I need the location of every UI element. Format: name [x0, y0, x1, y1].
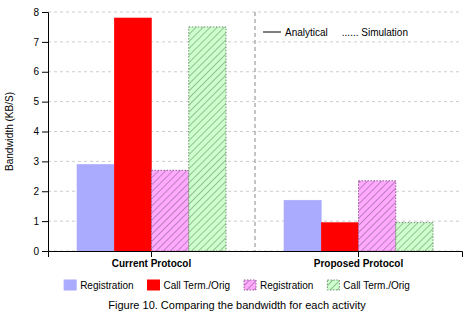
- tick: 4: [33, 126, 48, 137]
- tick-mark: [42, 12, 48, 13]
- legend-swatch: [244, 280, 256, 290]
- y-axis: 0 1 2 3 4 5 6 7 8: [33, 7, 48, 257]
- bars: [77, 18, 433, 251]
- legend-item: Registration: [64, 280, 133, 291]
- tick-label: Current Protocol: [112, 258, 192, 269]
- tick-label: 3: [33, 156, 39, 167]
- tick-mark: [42, 102, 48, 103]
- bar: [152, 170, 189, 251]
- tick: 7: [33, 37, 48, 48]
- tick-mark: [42, 161, 48, 162]
- tick: Current Protocol: [112, 251, 192, 269]
- axis-title: Bandwidth (KB/S): [4, 92, 15, 171]
- tick: 3: [33, 156, 48, 167]
- grid-line: [48, 101, 462, 102]
- axis-line: [42, 13, 49, 252]
- tick-label: 6: [33, 66, 39, 77]
- tick: 8: [33, 7, 48, 18]
- tick: 0: [33, 246, 48, 257]
- legend-item: Registration: [244, 280, 313, 291]
- bar: [114, 18, 151, 251]
- tick-mark: [42, 132, 48, 133]
- tick-label: 7: [33, 37, 39, 48]
- bar: [396, 223, 433, 251]
- tick-label: 0: [33, 246, 39, 257]
- legend-swatch: [327, 280, 339, 290]
- chart: 0 1 2 3 4 5 6 7 8 Current Protocol Proposed Protoc…: [0, 0, 474, 317]
- tick-mark: [42, 221, 48, 222]
- bar: [359, 181, 396, 251]
- tick: 5: [33, 96, 48, 107]
- legend-swatch: [148, 280, 160, 290]
- tick-label: 2: [33, 186, 39, 197]
- tick-mark: [42, 42, 48, 43]
- grid: [48, 12, 462, 251]
- axis-line: [49, 252, 463, 258]
- tick: 2: [33, 186, 48, 197]
- tick-mark: [358, 251, 359, 257]
- tick: Proposed Protocol: [314, 251, 404, 269]
- divider: [255, 12, 256, 251]
- legend-item: Call Term./Orig: [327, 280, 410, 291]
- plot: 0 1 2 3 4 5 6 7 8 Current Protocol Proposed Protoc…: [33, 7, 462, 269]
- legend-label: Registration: [80, 280, 133, 291]
- legend: Registration Call Term./Orig Registration C…: [64, 280, 410, 291]
- annotation: ...... Simulation: [342, 27, 408, 38]
- tick-mark: [42, 72, 48, 73]
- tick-label: 1: [33, 216, 39, 227]
- bar: [284, 200, 321, 251]
- tick: 6: [33, 66, 48, 77]
- tick-label: 4: [33, 126, 39, 137]
- legend-label: Registration: [260, 280, 313, 291]
- tick-label: Proposed Protocol: [314, 258, 404, 269]
- bar: [189, 27, 226, 251]
- tick: 1: [33, 216, 48, 227]
- x-axis: Current Protocol Proposed Protocol: [49, 251, 463, 269]
- legend-item: Call Term./Orig: [148, 280, 231, 291]
- tick-label: 5: [33, 96, 39, 107]
- tick-mark: [151, 251, 152, 257]
- annotation-line: [263, 32, 281, 33]
- tick-label: 8: [33, 7, 39, 18]
- legend-swatch: [64, 280, 76, 290]
- bar: [77, 164, 114, 251]
- tick-mark: [42, 191, 48, 192]
- legend-label: Call Term./Orig: [343, 280, 410, 291]
- caption: Figure 10. Comparing the bandwidth for e…: [108, 299, 366, 311]
- annotation: Analytical: [285, 27, 328, 38]
- bar: [321, 223, 358, 251]
- tick-mark: [42, 251, 48, 252]
- legend-label: Call Term./Orig: [164, 280, 231, 291]
